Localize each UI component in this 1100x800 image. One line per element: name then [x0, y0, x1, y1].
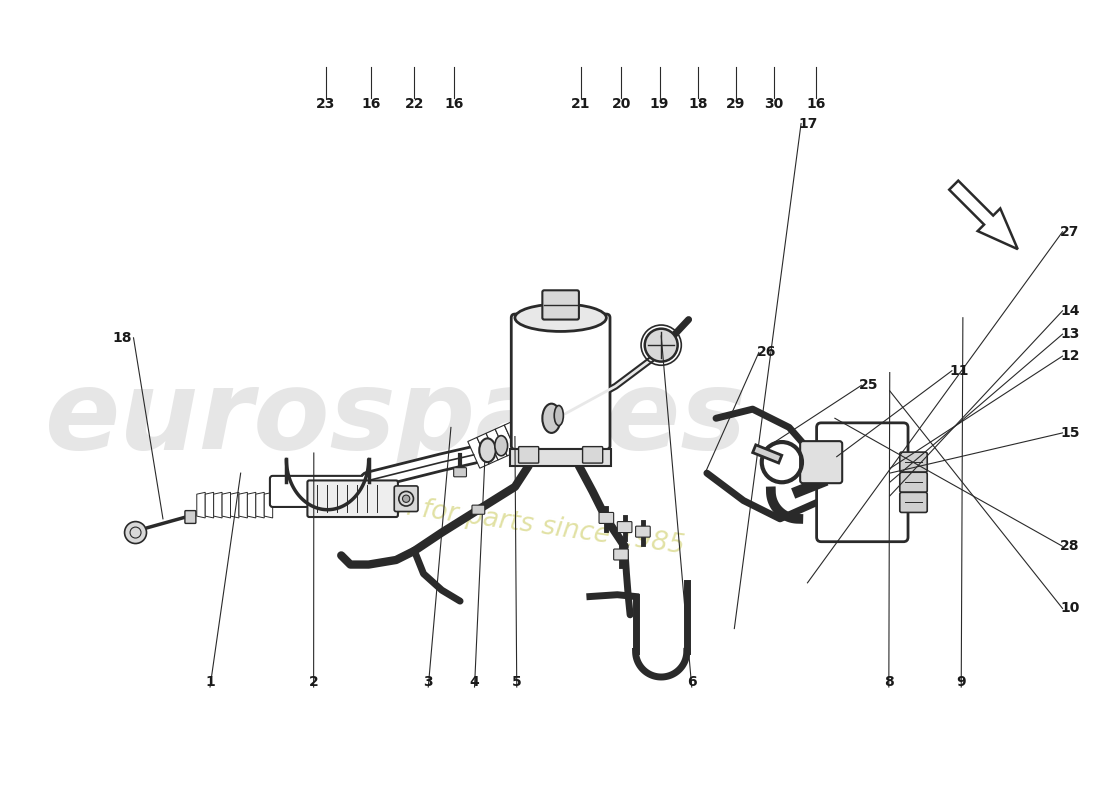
Text: 16: 16 — [444, 97, 464, 111]
Text: 29: 29 — [726, 97, 746, 111]
Text: 20: 20 — [612, 97, 631, 111]
FancyBboxPatch shape — [185, 510, 196, 523]
Polygon shape — [486, 429, 507, 460]
Text: 3: 3 — [424, 674, 433, 689]
Ellipse shape — [542, 404, 561, 433]
Text: 19: 19 — [650, 97, 669, 111]
FancyBboxPatch shape — [600, 514, 613, 523]
FancyBboxPatch shape — [453, 468, 466, 477]
Text: 18: 18 — [113, 331, 132, 345]
Text: 21: 21 — [571, 97, 591, 111]
FancyBboxPatch shape — [512, 314, 610, 450]
FancyBboxPatch shape — [900, 472, 927, 492]
FancyBboxPatch shape — [472, 505, 485, 514]
Polygon shape — [231, 492, 239, 518]
Text: 27: 27 — [1060, 225, 1079, 238]
Polygon shape — [213, 492, 222, 518]
Polygon shape — [239, 492, 248, 518]
Text: 23: 23 — [316, 97, 336, 111]
FancyBboxPatch shape — [617, 522, 631, 533]
FancyBboxPatch shape — [394, 486, 418, 511]
Polygon shape — [505, 421, 526, 452]
FancyBboxPatch shape — [600, 513, 614, 523]
Text: 25: 25 — [859, 378, 879, 392]
Text: eurospares: eurospares — [45, 365, 747, 472]
FancyBboxPatch shape — [636, 526, 650, 537]
Text: 1: 1 — [206, 674, 214, 689]
Text: 5: 5 — [512, 674, 521, 689]
FancyBboxPatch shape — [614, 549, 628, 560]
Text: 17: 17 — [799, 117, 818, 130]
Text: 8: 8 — [884, 674, 893, 689]
Text: 12: 12 — [1060, 349, 1079, 363]
Polygon shape — [197, 492, 206, 518]
FancyBboxPatch shape — [583, 446, 603, 463]
Ellipse shape — [480, 438, 496, 462]
Polygon shape — [256, 492, 264, 518]
Text: 28: 28 — [1060, 539, 1079, 554]
Text: 16: 16 — [806, 97, 826, 111]
Polygon shape — [531, 409, 553, 439]
Polygon shape — [510, 450, 610, 466]
Text: 2: 2 — [309, 674, 319, 689]
Text: 18: 18 — [688, 97, 707, 111]
Text: 10: 10 — [1060, 602, 1079, 615]
FancyBboxPatch shape — [307, 481, 398, 517]
Text: 11: 11 — [949, 364, 969, 378]
Text: 15: 15 — [1060, 426, 1079, 440]
Circle shape — [645, 329, 678, 362]
Text: a passion for parts since 1985: a passion for parts since 1985 — [288, 478, 686, 559]
Text: 30: 30 — [764, 97, 784, 111]
Ellipse shape — [495, 436, 507, 456]
Ellipse shape — [554, 406, 563, 426]
FancyBboxPatch shape — [900, 492, 927, 513]
Polygon shape — [477, 434, 498, 464]
FancyBboxPatch shape — [900, 452, 927, 472]
Circle shape — [124, 522, 146, 543]
Text: 22: 22 — [405, 97, 424, 111]
Polygon shape — [222, 492, 231, 518]
Text: 13: 13 — [1060, 327, 1079, 341]
Text: 9: 9 — [956, 674, 966, 689]
Ellipse shape — [515, 304, 606, 331]
Polygon shape — [264, 492, 273, 518]
Text: 4: 4 — [470, 674, 480, 689]
Polygon shape — [248, 492, 256, 518]
Text: 26: 26 — [757, 346, 776, 359]
FancyBboxPatch shape — [518, 446, 539, 463]
Polygon shape — [522, 413, 543, 443]
FancyBboxPatch shape — [816, 423, 908, 542]
Polygon shape — [495, 425, 516, 456]
Polygon shape — [949, 181, 1018, 249]
FancyBboxPatch shape — [270, 476, 372, 507]
FancyBboxPatch shape — [800, 441, 843, 483]
Polygon shape — [514, 417, 535, 448]
Polygon shape — [468, 438, 488, 468]
Polygon shape — [206, 492, 213, 518]
FancyBboxPatch shape — [542, 290, 579, 319]
Circle shape — [403, 495, 410, 502]
Text: 14: 14 — [1060, 304, 1079, 318]
Text: 16: 16 — [361, 97, 381, 111]
Text: 6: 6 — [686, 674, 696, 689]
